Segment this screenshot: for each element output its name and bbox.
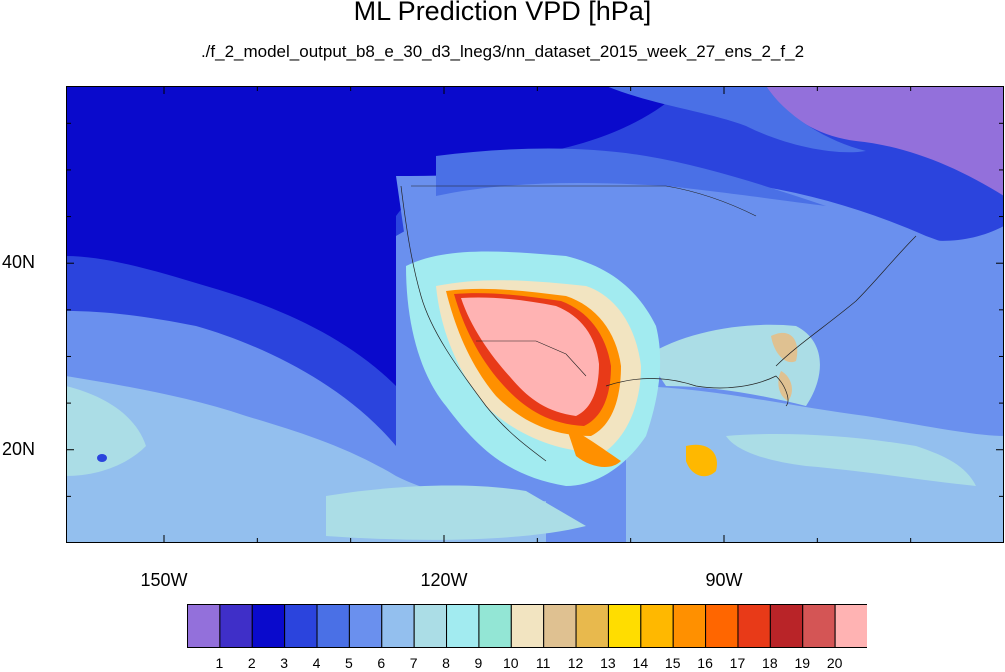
lat-label: 20N xyxy=(2,438,36,459)
hawaii-island xyxy=(97,454,107,462)
colorbar-label: 11 xyxy=(535,655,551,671)
colorbar-label: 20 xyxy=(826,655,843,671)
florida-tan xyxy=(778,371,792,401)
colorbar-label: 14 xyxy=(632,655,649,671)
colorbar-label: 1 xyxy=(215,655,224,671)
colorbar-box xyxy=(284,604,318,648)
colorbar-box xyxy=(413,604,448,648)
north-deep xyxy=(66,86,686,386)
coastline-west xyxy=(400,185,547,462)
mexico-orange xyxy=(566,426,621,468)
colorbar-label: 16 xyxy=(697,655,713,671)
colorbar-label: 3 xyxy=(280,655,289,671)
coastline-gulf xyxy=(605,375,789,407)
lat-label: 40N xyxy=(2,252,36,273)
colorbar-box xyxy=(769,604,804,648)
colorbar-box xyxy=(672,604,707,648)
us-canada-border xyxy=(411,185,757,217)
colorbar-box xyxy=(510,604,545,648)
colorbar-label: 7 xyxy=(409,655,418,671)
colorbar-box xyxy=(640,604,674,648)
vpd-map xyxy=(66,86,1004,543)
colorbar-box xyxy=(348,604,383,648)
colorbar-label: 2 xyxy=(247,655,256,671)
subarctic-blue xyxy=(606,86,866,153)
colorbar-label: 18 xyxy=(762,655,778,671)
lon-label: 120W xyxy=(420,570,468,590)
sw-pink xyxy=(461,297,599,416)
colorbar-box xyxy=(478,604,512,648)
colorbar-box xyxy=(446,604,480,648)
colorbar-box xyxy=(187,604,221,648)
arctic-purple xyxy=(766,86,1004,196)
map-title: ML Prediction VPD [hPa] xyxy=(353,0,652,26)
colorbar-box xyxy=(219,604,253,648)
colorbar-box xyxy=(543,604,577,648)
lon-label: 150W xyxy=(140,570,188,590)
colorbar-box xyxy=(316,604,350,648)
colorbar-label: 15 xyxy=(664,655,681,671)
coastline-east xyxy=(775,235,917,367)
colorbar-label: 17 xyxy=(729,655,746,671)
colorbar-box xyxy=(607,604,642,648)
lon-label: 90W xyxy=(705,570,743,590)
colorbar-label: 8 xyxy=(442,655,450,671)
colorbar-box xyxy=(834,604,867,648)
colorbar-box xyxy=(381,604,415,648)
colorbar-box xyxy=(575,604,609,648)
tropic-band xyxy=(326,485,586,540)
colorbar xyxy=(187,604,867,648)
caribbean-cyan xyxy=(726,434,976,486)
map-subtitle: ./f_2_model_output_b8_e_30_d3_lneg3/nn_d… xyxy=(200,42,805,61)
colorbar-label: 19 xyxy=(794,655,811,671)
colorbar-label: 13 xyxy=(600,655,616,671)
colorbar-label: 10 xyxy=(503,655,519,671)
pacific-cyan xyxy=(66,386,146,476)
map-ticks xyxy=(66,86,1004,543)
canada-blue xyxy=(436,148,826,206)
colorbar-label: 9 xyxy=(474,655,483,671)
colorbar-box xyxy=(802,604,836,648)
colorbar-box xyxy=(251,604,286,648)
southeast-tan xyxy=(771,332,798,363)
colorbar-label: 12 xyxy=(567,655,584,671)
colorbar-label: 4 xyxy=(312,655,321,671)
colorbar-label: 6 xyxy=(377,655,386,671)
yucatan-orange xyxy=(686,444,717,477)
us-mexico-border xyxy=(476,340,587,377)
colorbar-box xyxy=(737,604,771,648)
colorbar-box xyxy=(705,604,739,648)
colorbar-label: 5 xyxy=(344,655,353,671)
